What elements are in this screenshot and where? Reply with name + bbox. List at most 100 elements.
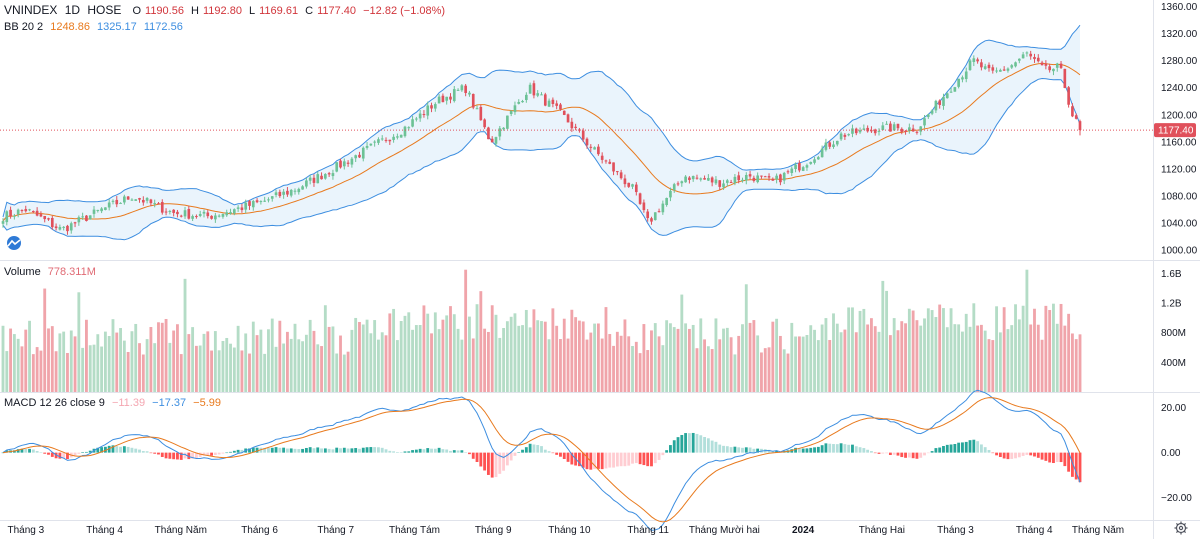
macd-hist-bar (695, 433, 699, 453)
candle-body (672, 184, 676, 191)
candle-body (559, 104, 562, 110)
candle-body (96, 209, 100, 211)
volume-bar (441, 319, 445, 392)
volume-bar (570, 309, 574, 392)
volume-bar (373, 320, 377, 392)
volume-bar (50, 326, 54, 392)
candle-body (50, 217, 54, 228)
macd-hist-bar (111, 445, 115, 453)
candle-body (43, 216, 47, 220)
macd-hist-bar (282, 447, 286, 453)
candle-body (396, 136, 399, 138)
macd-hist-bar (828, 443, 832, 453)
volume-bar (206, 331, 210, 392)
candle-body (877, 130, 881, 132)
macd-hist-bar (270, 447, 274, 453)
macd-hist-bar (430, 448, 433, 453)
candle-body (953, 87, 957, 92)
candle-body (763, 176, 767, 178)
volume-bar (54, 351, 58, 392)
macd-hist-bar (907, 452, 911, 458)
macd-legend[interactable]: MACD 12 26 close 9 −11.39 −17.37 −5.99 (4, 396, 225, 410)
candle-body (1059, 63, 1063, 68)
macd-hist-bar (213, 452, 217, 455)
candle-body (555, 103, 558, 106)
macd-hist-bar (669, 445, 672, 453)
bb-legend[interactable]: BB 20 2 1248.86 1325.17 1172.56 (4, 20, 187, 34)
volume-bar (418, 324, 422, 392)
time-axis-label: Tháng 9 (475, 525, 512, 536)
volume-bar (62, 331, 66, 392)
volume-bar (949, 308, 953, 392)
volume-bar (828, 339, 832, 392)
macd-hist-bar (323, 448, 327, 453)
volume-bar (399, 320, 403, 392)
macd-hist-bar (1067, 452, 1071, 472)
candle-body (684, 176, 687, 183)
volume-bar (282, 343, 286, 392)
tradingview-logo-icon[interactable] (4, 236, 24, 250)
candle-body (468, 92, 471, 95)
volume-bar (502, 328, 505, 392)
candle-body (77, 217, 81, 223)
candle-body (445, 96, 449, 101)
macd-hist-bar (342, 447, 346, 453)
candle-body (904, 130, 907, 132)
symbol-label[interactable]: VNINDEX 1D HOSE (4, 3, 122, 17)
candle-body (851, 128, 854, 134)
volume-bar (392, 308, 396, 392)
macd-hist-bar (1029, 452, 1033, 456)
candle-body (1002, 69, 1006, 71)
macd-hist-bar (972, 439, 976, 453)
volume-bar (69, 330, 73, 392)
candle-body (691, 175, 695, 180)
candle-body (566, 114, 570, 123)
macd-hist-bar (835, 444, 839, 453)
macd-hist-bar (369, 447, 373, 453)
candle-body (191, 216, 194, 219)
bb-band-fill (3, 25, 1080, 240)
settings-gear-icon[interactable] (1174, 521, 1188, 535)
volume-bar (979, 324, 983, 392)
candle-body (327, 173, 331, 175)
macd-hist-bar (995, 452, 998, 456)
candle-body (233, 209, 236, 214)
volume-bar (369, 333, 373, 392)
volume-bar (786, 353, 790, 392)
volume-bar (604, 307, 608, 392)
time-axis-label: Tháng 7 (317, 525, 354, 536)
volume-bar (236, 325, 240, 392)
macd-hist-bar (377, 447, 380, 453)
candle-body (547, 100, 551, 107)
macd-hist-bar (130, 447, 134, 453)
candle-body (183, 210, 187, 217)
volume-bar (687, 328, 691, 392)
volume-bar (653, 323, 657, 392)
macd-hist-bar (976, 441, 980, 453)
macd-hist-bar (301, 448, 305, 453)
macd-hist-bar (866, 449, 870, 453)
macd-hist-bar (149, 452, 153, 454)
volume-bar (320, 346, 323, 392)
candle-body (92, 209, 96, 214)
candle-body (13, 215, 16, 217)
macd-signal-value: −5.99 (193, 397, 222, 409)
candle-body (157, 203, 160, 205)
volume-bar (672, 327, 676, 392)
candle-body (760, 175, 763, 177)
candle-body (570, 121, 574, 129)
volume-bar (301, 341, 305, 392)
volume-bar (9, 328, 13, 392)
candle-body (126, 196, 130, 200)
volume-bar (191, 327, 195, 392)
candle-body (964, 71, 968, 80)
volume-bar (138, 343, 141, 392)
macd-hist-bar (801, 448, 805, 453)
volume-bar (797, 336, 801, 392)
candle-body (634, 184, 638, 193)
candle-body (707, 177, 710, 181)
candle-body (710, 177, 714, 183)
volume-legend[interactable]: Volume 778.311M (4, 265, 100, 279)
last-price-label: 1177.40 (1158, 126, 1194, 137)
